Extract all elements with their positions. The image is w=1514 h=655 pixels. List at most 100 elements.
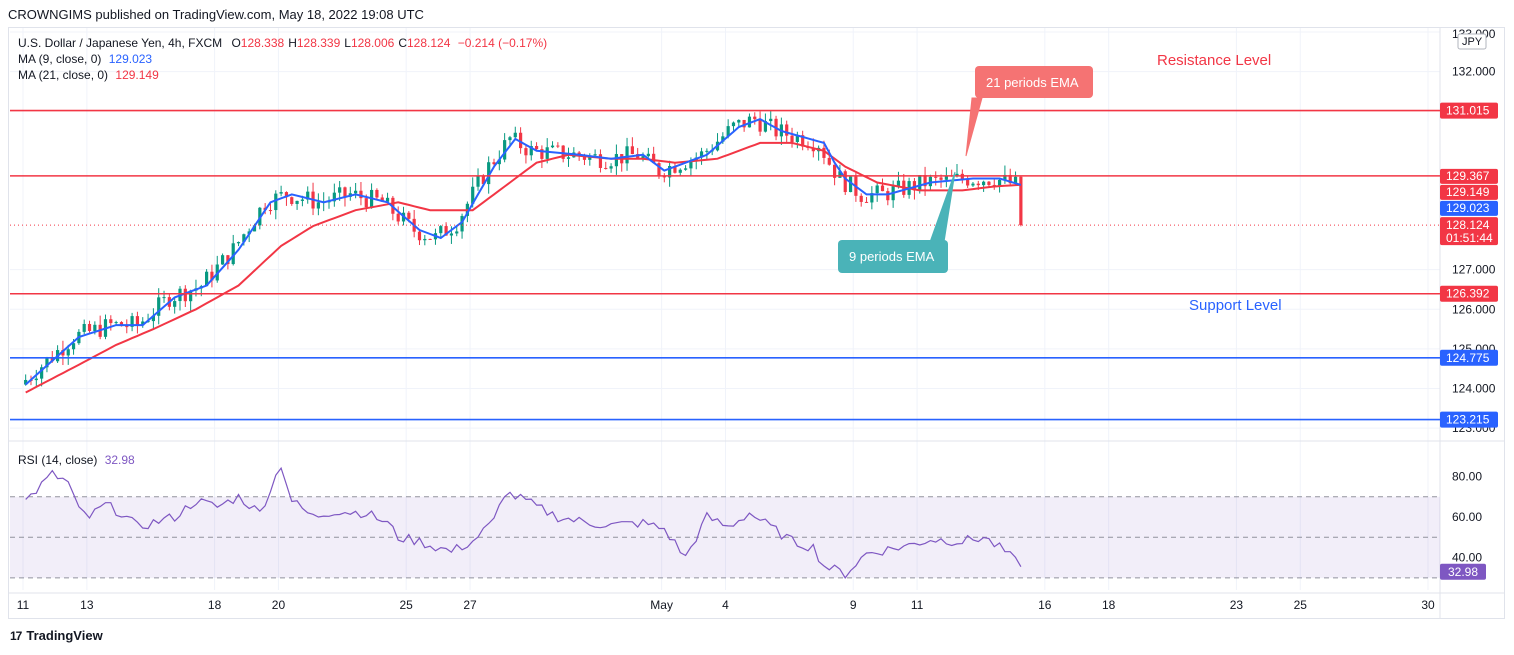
candle-body: [556, 145, 560, 147]
price-tag-label: 129.367: [1446, 169, 1490, 183]
candle-body: [987, 181, 991, 185]
rsi-value-tag: [1440, 563, 1486, 580]
candle-body: [114, 322, 118, 324]
candle-body: [157, 297, 161, 316]
candle-body: [673, 166, 677, 173]
candle-body: [71, 343, 76, 350]
symbol-legend: U.S. Dollar / Japanese Yen, 4h, FXCM O12…: [18, 35, 547, 51]
tradingview-logo-icon: 17: [10, 628, 22, 643]
price-change: −0.214 (−0.17%): [457, 36, 548, 50]
candle-body: [1003, 174, 1007, 180]
rsi-value-tag-label: 32.98: [1448, 565, 1478, 579]
candle-body: [843, 171, 847, 193]
price-tick-label: 127.000: [1452, 263, 1496, 277]
price-tick-label: 124.000: [1452, 382, 1496, 396]
symbol-name: U.S. Dollar / Japanese Yen, 4h, FXCM: [18, 36, 223, 50]
candle-body: [87, 323, 92, 331]
candle-body: [385, 197, 390, 202]
ema21-callout-box: [975, 66, 1093, 98]
candle-body: [982, 181, 986, 186]
time-tick-label: 20: [272, 598, 286, 612]
candle-body: [359, 190, 363, 199]
candle-body: [82, 323, 86, 332]
candle-body: [375, 189, 379, 198]
candle-body: [997, 179, 1002, 187]
resistance-label: Resistance Level: [1157, 52, 1271, 69]
candle-body: [864, 201, 869, 203]
candle-body: [785, 124, 789, 136]
chart-frame[interactable]: [8, 27, 1505, 619]
time-tick-label: 13: [80, 598, 94, 612]
candle-body: [279, 192, 283, 194]
candle-body: [875, 185, 879, 194]
candle-body: [971, 183, 975, 186]
candle-body: [966, 179, 970, 186]
time-tick-label: 4: [722, 598, 729, 612]
candle-body: [641, 156, 645, 159]
ohlc-values: O128.338 H128.339 L128.006 C128.124: [225, 36, 450, 50]
price-tick-label: 132.000: [1452, 65, 1496, 79]
candle-body: [61, 350, 65, 356]
time-tick-label: 11: [17, 598, 30, 612]
candle-body: [141, 321, 145, 326]
candle-body: [284, 192, 289, 198]
candle-body: [763, 121, 768, 132]
ohlc-l: L128.006: [344, 36, 395, 50]
time-tick-label: May: [650, 598, 673, 612]
candle-body: [40, 367, 44, 379]
price-tag: [1440, 168, 1498, 184]
ema9-callout-label: 9 periods EMA: [849, 249, 935, 264]
candle-body: [119, 322, 124, 327]
candle-body: [220, 255, 225, 265]
ema21-callout-pointer: [965, 97, 983, 157]
candle-body: [934, 176, 938, 178]
tradingview-logo[interactable]: 17 TradingView: [10, 628, 103, 643]
ma9-label: MA (9, close, 0): [18, 52, 102, 66]
candle-body: [790, 135, 794, 142]
candle-body: [960, 173, 964, 180]
price-tag: [1440, 217, 1498, 246]
ma21-label: MA (21, close, 0): [18, 68, 109, 82]
price-tag-label: 126.392: [1446, 287, 1490, 301]
rsi-tick-label: 80.00: [1452, 469, 1482, 483]
candle-body: [151, 315, 155, 322]
candle-body: [460, 215, 464, 232]
ma9-line: [25, 117, 1022, 386]
time-tick-label: 27: [463, 598, 477, 612]
candle-body: [880, 185, 885, 192]
candle-body: [1013, 176, 1018, 184]
candle-body: [50, 357, 54, 362]
publisher-line: CROWNGIMS published on TradingView.com, …: [8, 7, 424, 22]
ohlc-h: H128.339: [288, 36, 341, 50]
candle-body: [742, 119, 746, 128]
candle-body: [923, 175, 927, 187]
candle-body: [529, 145, 533, 156]
time-tick-label: 23: [1230, 598, 1244, 612]
ma21-line: [25, 141, 1021, 394]
candle-body: [45, 357, 49, 368]
price-tag-label: 129.149: [1446, 185, 1490, 199]
candle-body: [109, 319, 113, 324]
ema9-callout-box: [838, 240, 948, 273]
ma21-value: 129.149: [115, 68, 159, 82]
candle-body: [683, 168, 688, 170]
ma9-value: 129.023: [108, 52, 153, 66]
candle-body: [252, 225, 257, 232]
candle-body: [183, 288, 187, 302]
candle-body: [173, 301, 177, 307]
price-tick-label: 126.000: [1452, 302, 1496, 316]
candle-body: [439, 226, 443, 234]
tradingview-brand: TradingView: [26, 628, 103, 643]
candle-body: [582, 156, 587, 160]
candle-body: [423, 238, 427, 241]
candle-body: [513, 132, 517, 138]
candle-body: [481, 176, 485, 185]
candle-body: [380, 197, 384, 202]
candle-body: [449, 233, 454, 236]
candle-body: [668, 166, 672, 178]
time-tick-label: 11: [911, 598, 924, 612]
candle-body: [519, 132, 523, 149]
candle-body: [231, 243, 235, 265]
ohlc-o: O128.338: [231, 36, 285, 50]
